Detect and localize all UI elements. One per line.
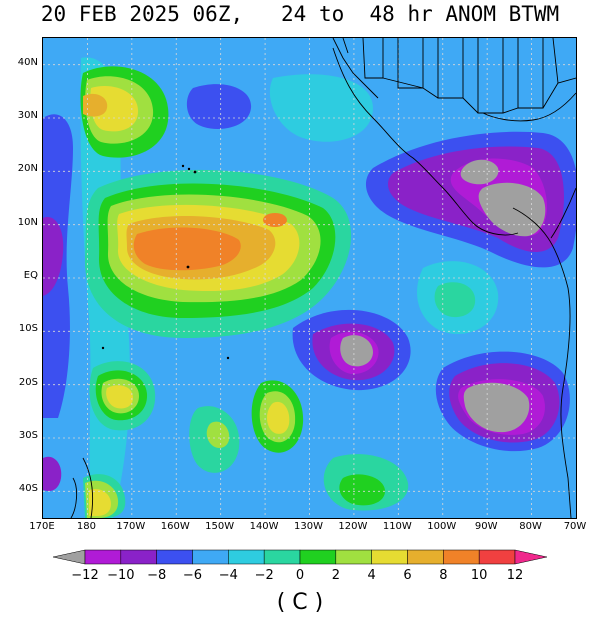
colorbar-tick-label: 2 bbox=[331, 568, 340, 583]
colorbar-swatch bbox=[263, 549, 301, 565]
colorbar-swatch bbox=[84, 549, 122, 565]
anomaly-map bbox=[42, 37, 577, 519]
longitude-label: 160W bbox=[160, 521, 190, 532]
colorbar-swatch bbox=[407, 549, 444, 565]
units-label: ( C ) bbox=[276, 590, 324, 615]
colorbar-swatch bbox=[156, 549, 193, 565]
longitude-label: 180 bbox=[76, 521, 96, 532]
longitude-label: 170E bbox=[29, 521, 55, 532]
longitude-label: 100W bbox=[427, 521, 457, 532]
longitude-label: 90W bbox=[474, 521, 498, 532]
colorbar-tick-label: 6 bbox=[403, 568, 412, 583]
colorbar-tick-label: 12 bbox=[506, 568, 524, 583]
latitude-label: 40N bbox=[17, 56, 38, 68]
colorbar-swatch bbox=[228, 549, 265, 565]
latitude-label: 10N bbox=[17, 216, 38, 228]
colorbar bbox=[52, 549, 548, 565]
colorbar-swatch bbox=[120, 549, 157, 565]
anomaly-map-canvas bbox=[43, 38, 576, 518]
latitude-label: EQ bbox=[23, 270, 38, 281]
colorbar-swatch bbox=[299, 549, 337, 565]
anomaly-contours bbox=[43, 57, 576, 518]
longitude-label: 110W bbox=[382, 521, 412, 532]
colorbar-swatch bbox=[371, 549, 408, 565]
colorbar-tick-label: 8 bbox=[439, 568, 448, 583]
colorbar-tick-label: −2 bbox=[254, 568, 274, 583]
latitude-label: 30N bbox=[17, 110, 38, 121]
colorbar-tick-label: −10 bbox=[107, 568, 135, 583]
latitude-label: 10S bbox=[18, 323, 38, 335]
coastlines bbox=[70, 38, 576, 518]
graticule bbox=[43, 38, 576, 518]
colorbar-tick-label: 10 bbox=[470, 568, 488, 583]
colorbar-under-arrow bbox=[52, 549, 86, 565]
longitude-label: 130W bbox=[294, 521, 323, 532]
latitude-label: 20S bbox=[18, 376, 38, 388]
colorbar-tick-label: −12 bbox=[71, 568, 99, 583]
longitude-label: 170W bbox=[116, 521, 146, 532]
islands bbox=[101, 164, 230, 360]
longitude-label: 120W bbox=[338, 521, 368, 532]
colorbar-tick-label: −6 bbox=[182, 568, 203, 583]
colorbar-tick-label: 4 bbox=[367, 568, 376, 583]
colorbar-swatch bbox=[443, 549, 480, 565]
colorbar-tick-label: −8 bbox=[147, 568, 167, 583]
longitude-label: 80W bbox=[519, 521, 542, 532]
longitude-label: 150W bbox=[205, 521, 235, 532]
colorbar-tick-label: −4 bbox=[218, 568, 238, 583]
colorbar-swatch bbox=[335, 549, 372, 565]
latitude-label: 40S bbox=[18, 483, 38, 495]
longitude-label: 140W bbox=[249, 521, 279, 532]
latitude-label: 30S bbox=[18, 430, 38, 441]
colorbar-over-arrow bbox=[514, 549, 548, 565]
latitude-label: 20N bbox=[17, 163, 38, 175]
map-title: 20 FEB 2025 06Z, 24 to 48 hr ANOM BTWM bbox=[40, 2, 560, 26]
longitude-label: 70W bbox=[563, 521, 587, 532]
colorbar-swatch bbox=[478, 549, 516, 565]
colorbar-tick-label: 0 bbox=[295, 568, 305, 583]
colorbar-swatch bbox=[192, 549, 229, 565]
